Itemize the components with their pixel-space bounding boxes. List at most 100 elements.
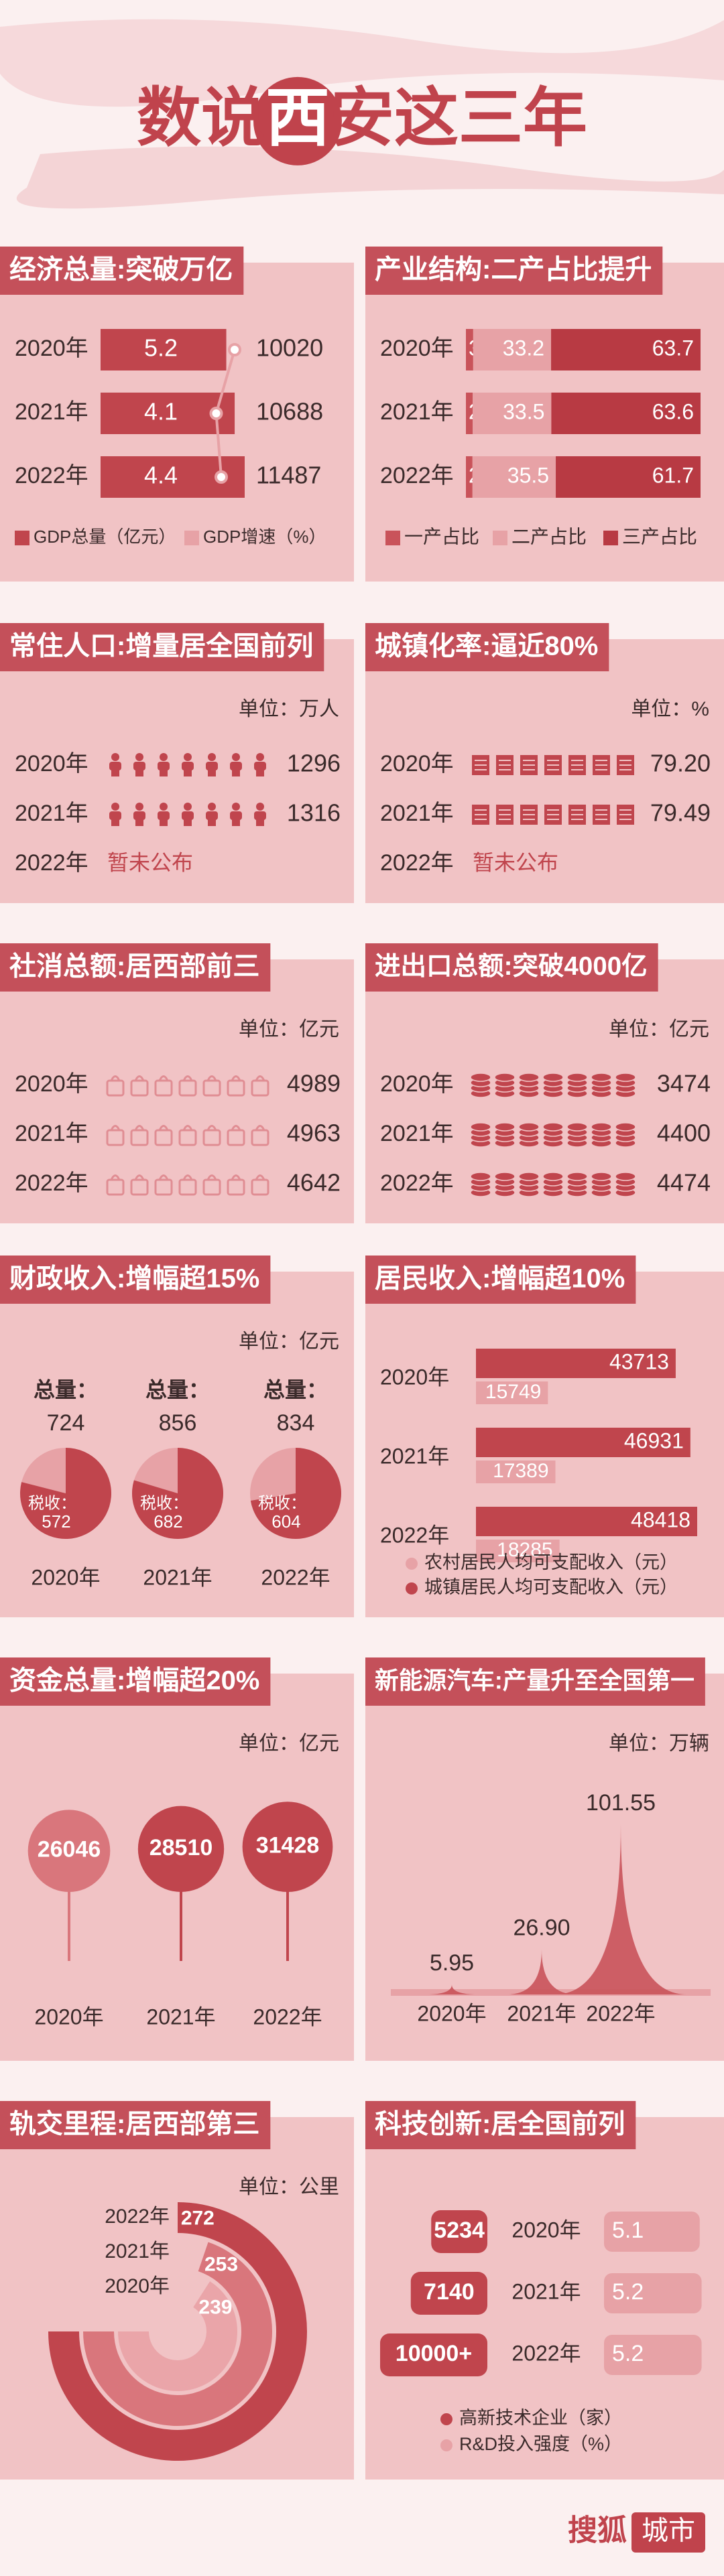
- title-part: 西: [265, 82, 330, 154]
- title-tab: [0, 1256, 271, 1304]
- icon-part: [178, 1178, 197, 1196]
- icon-part: [232, 819, 240, 826]
- bar-segment: [466, 329, 473, 370]
- value-label: 31428: [256, 1833, 320, 1858]
- bar-segment: [551, 393, 701, 434]
- peak: [554, 1824, 687, 1994]
- value-label: 101.55: [586, 1790, 656, 1816]
- icon-part: [494, 1122, 516, 1132]
- icon-part: [206, 1075, 217, 1081]
- legend-label: 二产占比: [511, 526, 587, 547]
- brand-name: 城市: [642, 2516, 695, 2546]
- legend-label: 城镇居民人均可支配收入（元）: [424, 1577, 678, 1597]
- category-label: 2022年: [105, 2206, 170, 2228]
- category-label: 2022年: [15, 463, 88, 488]
- icon-part: [182, 762, 194, 770]
- value-label: 26.90: [513, 1915, 570, 1941]
- title-tab: [0, 623, 324, 671]
- unit-label: 单位：亿元: [239, 1018, 339, 1040]
- icon-part: [231, 1174, 241, 1180]
- value-label: 4963: [287, 1120, 341, 1147]
- icon-part: [208, 819, 216, 826]
- legend-swatch: [406, 1582, 418, 1595]
- category-label: 2021年: [511, 2279, 581, 2303]
- badge: [380, 2333, 487, 2376]
- growth-dot: [215, 470, 228, 484]
- icon-part: [591, 1172, 612, 1181]
- pie-wedge: [19, 1448, 111, 1539]
- legend-label: GDP增速（%）: [203, 527, 326, 547]
- badge: [604, 2335, 702, 2375]
- icon-row: [472, 755, 634, 775]
- icon-part: [542, 1122, 564, 1132]
- icon-part: [158, 811, 170, 820]
- icon-part: [182, 1075, 193, 1081]
- icon-part: [208, 753, 216, 761]
- title-part: 安这三年: [330, 82, 587, 154]
- category-label: 2022年: [380, 1170, 454, 1196]
- legend-swatch: [406, 1558, 418, 1570]
- value-label: 17389: [493, 1460, 548, 1482]
- icon-part: [255, 1075, 265, 1081]
- category-label: 2020年: [380, 1365, 449, 1389]
- icon-part: [470, 1122, 491, 1132]
- icon-part: [158, 762, 170, 770]
- unit-label: 单位：公里: [239, 2176, 339, 2198]
- value-label: 61.7: [652, 463, 694, 487]
- icon-row: [109, 753, 266, 776]
- value-label: 33.5: [503, 399, 544, 423]
- peak: [426, 1984, 478, 1994]
- category-label: 2022年: [511, 2341, 581, 2365]
- icon-part: [160, 753, 168, 761]
- icon-part: [251, 1079, 269, 1097]
- chart-title: 财政收入:增幅超15%: [9, 1264, 259, 1294]
- bar: [476, 1461, 556, 1483]
- value-label: 10000+: [396, 2341, 472, 2366]
- annotation: 暂未公布: [473, 850, 558, 874]
- icon-part: [184, 803, 192, 811]
- value-label: 5.2: [612, 2279, 644, 2305]
- icon-part: [111, 803, 119, 811]
- icon-part: [208, 803, 216, 811]
- icon-part: [134, 1125, 145, 1131]
- value-label: 18285: [497, 1539, 552, 1561]
- icon-part: [110, 1075, 121, 1081]
- icon-part: [206, 1125, 217, 1131]
- icon-part: [182, 1174, 193, 1180]
- icon-part: [206, 762, 218, 770]
- icon-part: [158, 1174, 169, 1180]
- icon-part: [255, 1174, 265, 1180]
- category-label: 2020年: [15, 336, 88, 361]
- category-label: 2022年: [380, 1523, 449, 1547]
- bar: [476, 1540, 560, 1562]
- bar-segment: [466, 393, 473, 434]
- bar-segment: [473, 329, 552, 370]
- value-label: 4474: [657, 1169, 711, 1197]
- value-label: 43713: [609, 1349, 669, 1373]
- value-label: 63.7: [652, 336, 694, 360]
- icon-part: [111, 769, 119, 776]
- icon-part: [256, 753, 264, 761]
- icon-row: [470, 1122, 636, 1148]
- value-label: 10688: [256, 398, 323, 425]
- legend-swatch: [15, 531, 29, 545]
- icon-part: [227, 1129, 245, 1146]
- category-label: 2020年: [34, 2005, 103, 2029]
- icon-part: [615, 1073, 636, 1082]
- icon-part: [154, 1129, 173, 1146]
- icon-part: [133, 811, 145, 820]
- bubble: [27, 1810, 111, 1892]
- category-label: 2022年: [15, 850, 88, 876]
- value-label: 239: [198, 2297, 232, 2319]
- icon-part: [182, 811, 194, 820]
- icon-part: [227, 1079, 245, 1097]
- series-label: 税收：: [258, 1494, 306, 1512]
- icon-part: [130, 1129, 149, 1146]
- bar: [101, 329, 227, 370]
- title-tab: [365, 1657, 705, 1706]
- value-label: 1296: [287, 750, 341, 777]
- series-label: 总量：: [145, 1377, 210, 1402]
- category-label: 2022年: [253, 2005, 322, 2029]
- icon-part: [542, 1073, 564, 1082]
